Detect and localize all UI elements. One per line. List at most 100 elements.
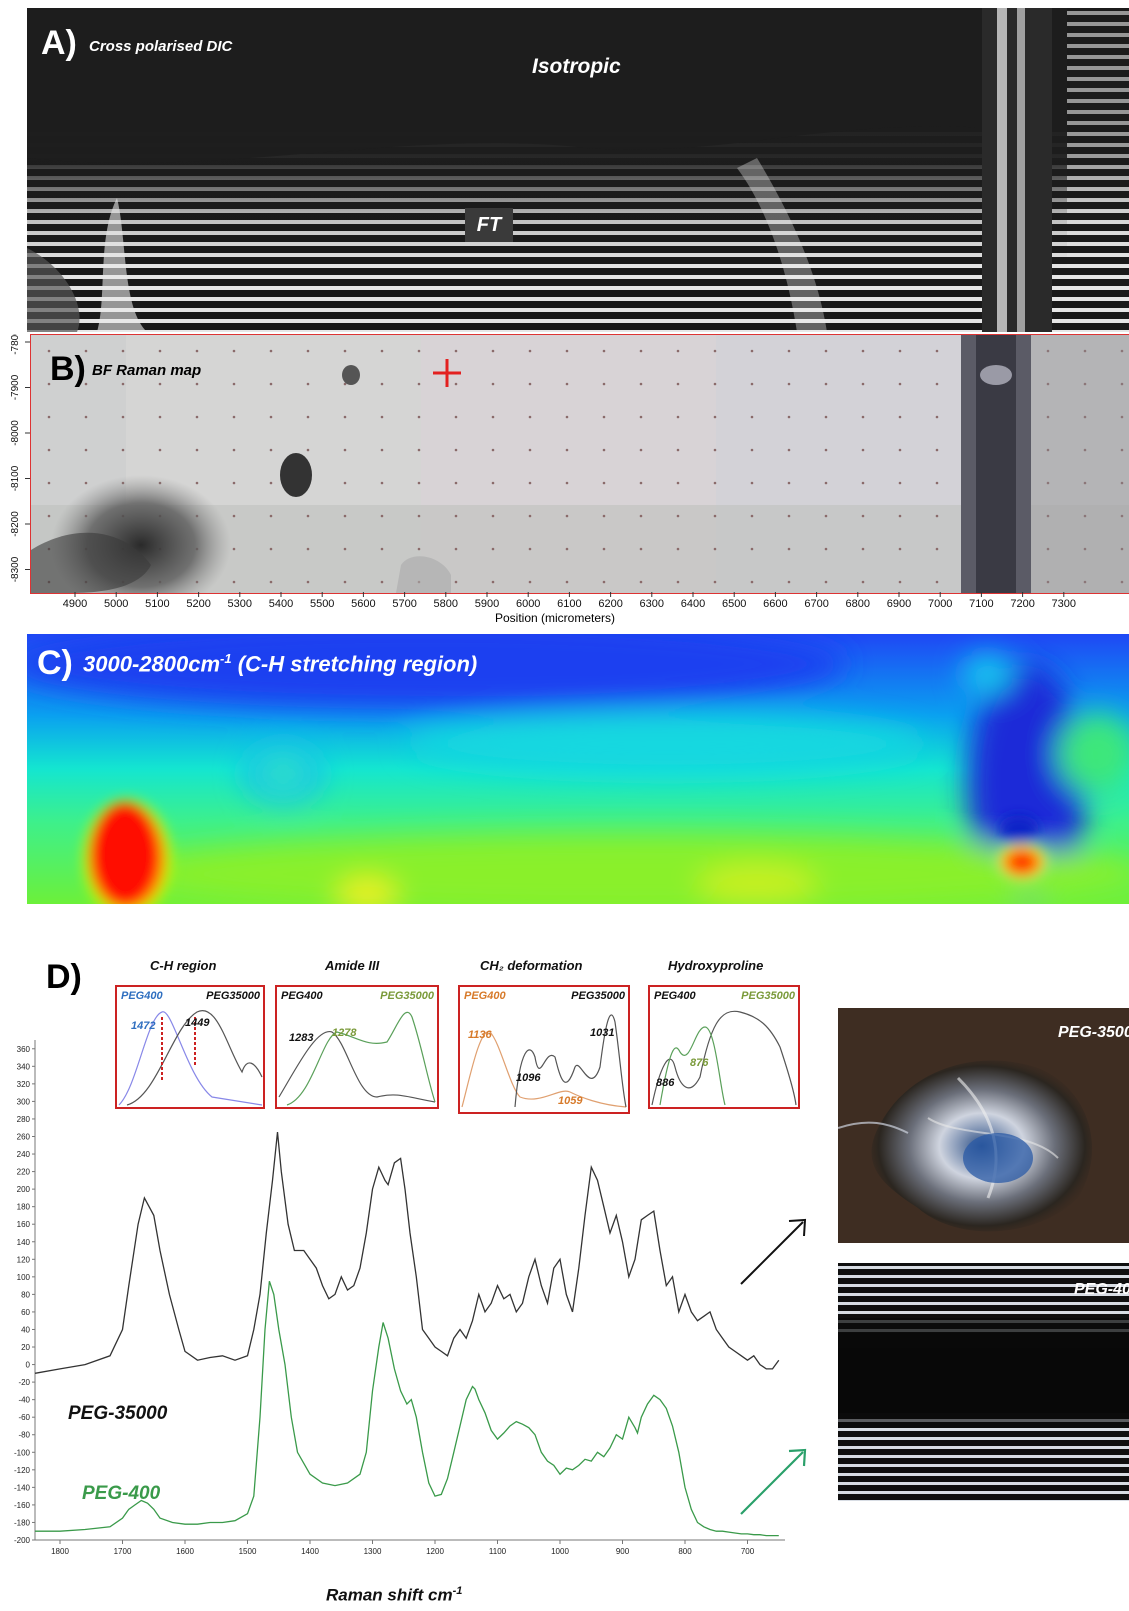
y-tick-label: 240 [17,1150,31,1159]
b-x-tick-label: 6600 [763,598,787,610]
y-tick-label: 80 [21,1290,30,1299]
inset-peak-value: 886 [656,1077,675,1089]
y-tick-label: -60 [18,1413,30,1422]
inset-curve [659,1026,726,1106]
inset-curve [126,1009,263,1106]
inset-peak-value: 1472 [131,1020,156,1032]
y-tick-label: 180 [17,1203,31,1212]
panel-d-letter: D) [46,958,82,996]
b-x-tick-label: 5600 [351,598,375,610]
series-line-peg-35000 [34,1132,780,1374]
b-x-tick-label: 6900 [887,598,911,610]
y-tick-label: -120 [14,1466,31,1475]
panel-b: B) BF Raman map 4900 5000 5100 5200 5300 5400… [0,334,1129,634]
y-tick-label: -20 [18,1378,30,1387]
inset-right-label: PEG35000 [380,990,434,1002]
peg-35000-series-label: PEG-35000 [68,1403,168,1424]
y-tick-label: 200 [17,1185,31,1194]
inset-peak-value: 1136 [468,1029,492,1041]
x-tick-label: 1000 [551,1547,569,1556]
b-x-tick-label: 7200 [1010,598,1034,610]
inset-right-label: PEG35000 [741,990,795,1002]
arrow-to-peg35000-icon [740,1218,807,1285]
y-tick-label: 60 [21,1308,30,1317]
b-x-tick-label: 5800 [434,598,458,610]
inset-title: Amide III [325,958,380,973]
x-tick-label: 900 [616,1547,630,1556]
panel-b-axes: 4900 5000 5100 5200 5300 5400 5500 5600 5700 5800… [10,334,1076,610]
y-tick-label: 220 [17,1168,31,1177]
b-x-tick-label: 5100 [145,598,169,610]
b-x-tick-label: 5000 [104,598,128,610]
panel-b-x-label: Position (micrometers) [494,611,616,625]
y-tick-label: -80 [18,1431,30,1440]
b-y-tick-label: -8200 [10,511,21,537]
raman-shift-axis-label: Raman shift cm-1 [326,1585,462,1606]
x-tick-label: 1800 [51,1547,69,1556]
b-x-tick-label: 5900 [475,598,499,610]
b-x-tick-label: 7100 [969,598,993,610]
x-tick-label: 1600 [176,1547,194,1556]
inset-title: Hydroxyproline [668,958,764,973]
y-tick-label: 360 [17,1045,31,1054]
x-tick-label: 1500 [239,1547,257,1556]
inset-peak-value: 1283 [289,1032,314,1044]
y-tick-label: 0 [26,1361,31,1370]
raman-map-image [30,334,1129,594]
panel-c-caption: 3000-2800cm-1 (C-H stretching region) [83,651,477,677]
inset-curve [286,1011,436,1106]
x-tick-label: 700 [741,1547,755,1556]
panel-b-caption: BF Raman map [92,362,202,379]
panel-a-letter: A) [41,24,77,62]
inset-box: PEG400 PEG35000 876 886 [648,985,800,1109]
y-tick-label: 300 [17,1097,31,1106]
photo-top-label: PEG-3500 [1058,1024,1129,1041]
inset-right-label: PEG35000 [206,990,260,1002]
panel-c-caption-sup: -1 [220,651,232,666]
inset-peak-value: 1449 [185,1017,210,1029]
series-line-peg-400 [35,1280,779,1537]
x-label-sup: -1 [452,1585,463,1597]
inset-curve [651,1010,797,1106]
inset-peak-value: 1031 [590,1027,615,1039]
panel-c: C) 3000-2800cm-1 (C-H stretching region) [27,634,1129,904]
b-x-tick-label: 6500 [722,598,746,610]
panel-a: A) Cross polarised DIC Isotropic FT [27,8,1129,332]
photo-bottom-label: PEG-400 [1074,1281,1129,1298]
b-y-tick-label: -8300 [10,556,21,582]
y-tick-label: -180 [14,1518,31,1527]
x-tick-label: 1700 [114,1547,132,1556]
inset-peak-value: 876 [690,1057,709,1069]
x-tick-label: 1100 [489,1547,507,1556]
b-x-tick-label: 5200 [186,598,210,610]
inset-box: PEG400 PEG35000 1472 1449 [115,985,265,1109]
inset-left-label: PEG400 [654,990,696,1002]
y-tick-label: 40 [21,1325,30,1334]
x-tick-label: 1400 [301,1547,319,1556]
x-tick-label: 800 [678,1547,692,1556]
b-x-tick-label: 5700 [392,598,416,610]
b-x-tick-label: 6700 [804,598,828,610]
peg-400-series-label: PEG-400 [82,1483,161,1504]
y-tick-label: -40 [18,1396,30,1405]
y-tick-label: 120 [17,1255,31,1264]
b-y-tick-label: -7800 [10,334,21,355]
inset-plot [461,1014,627,1108]
inset-peak-value: 1096 [516,1072,541,1084]
inset-left-label: PEG400 [464,990,506,1002]
raman-spectrum-chart: -200-180-160-140-120-100-80-60-40-200204… [14,1040,785,1556]
b-x-tick-label: 6400 [681,598,705,610]
panel-b-letter: B) [50,350,86,388]
b-y-tick-label: -8000 [10,420,21,446]
b-y-tick-label: -7900 [10,374,21,400]
b-x-tick-label: 5400 [269,598,293,610]
panel-a-micrograph [27,8,1129,332]
b-x-tick-label: 4900 [63,598,87,610]
inset-box: PEG400 PEG35000 1136 1031 1096 1059 [458,985,630,1114]
inset-curve [278,1031,436,1103]
crosshair-marker [433,359,461,387]
b-x-tick-label: 7300 [1052,598,1076,610]
inset-plot [651,1010,797,1106]
y-tick-label: 260 [17,1132,31,1141]
b-x-tick-label: 6800 [846,598,870,610]
